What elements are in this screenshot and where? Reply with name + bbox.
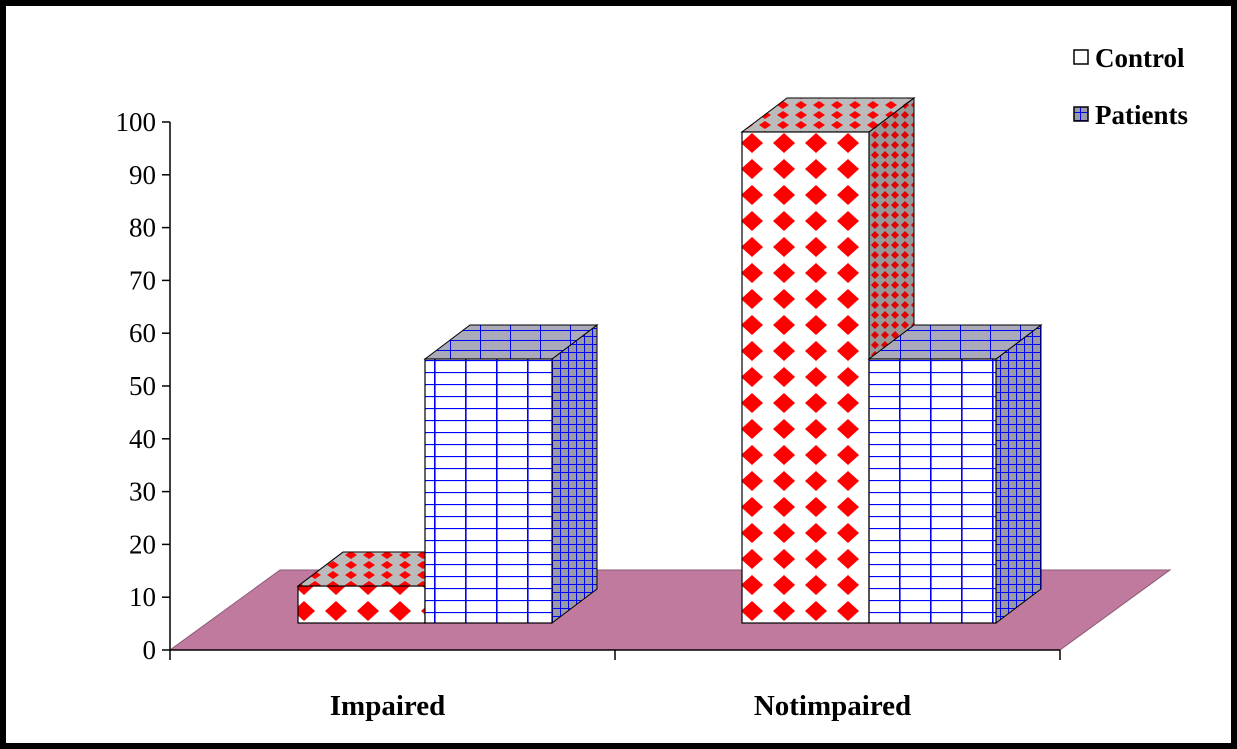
y-tick-label: 90 [129,160,156,190]
x-axis [169,649,1061,660]
legend: Control Patients [1073,43,1188,130]
y-tick-label: 20 [129,529,156,559]
bar-front-face [424,358,553,624]
x-category-label: Impaired [330,690,445,722]
y-tick-label: 0 [143,635,157,665]
bar-front-face [741,131,870,624]
bar-side-face [551,323,598,625]
legend-swatch-control [1073,49,1089,65]
legend-label-patients: Patients [1095,100,1188,130]
bar-front-face [868,358,997,624]
y-tick-label: 50 [129,371,156,401]
y-tick-label: 30 [129,477,156,507]
y-axis: 0 10 20 30 40 50 60 70 80 90 100 [116,107,171,665]
bar-group [296,96,1043,625]
bar-patients-notimpaired [867,323,1043,625]
y-tick-label: 80 [129,213,156,243]
y-tick-label: 100 [116,107,157,137]
category-labels: Impaired Notimpaired [330,690,911,722]
bar-side-face [995,323,1042,625]
y-tick-label: 40 [129,424,156,454]
y-tick-label: 60 [129,318,156,348]
bar-front-face [297,585,426,624]
x-category-label: Notimpaired [754,690,911,722]
y-tick-label: 10 [129,582,156,612]
bar-patients-impaired [423,323,599,625]
legend-swatch-patients [1073,106,1089,122]
y-tick-label: 70 [129,265,156,295]
legend-label-control: Control [1095,43,1185,73]
